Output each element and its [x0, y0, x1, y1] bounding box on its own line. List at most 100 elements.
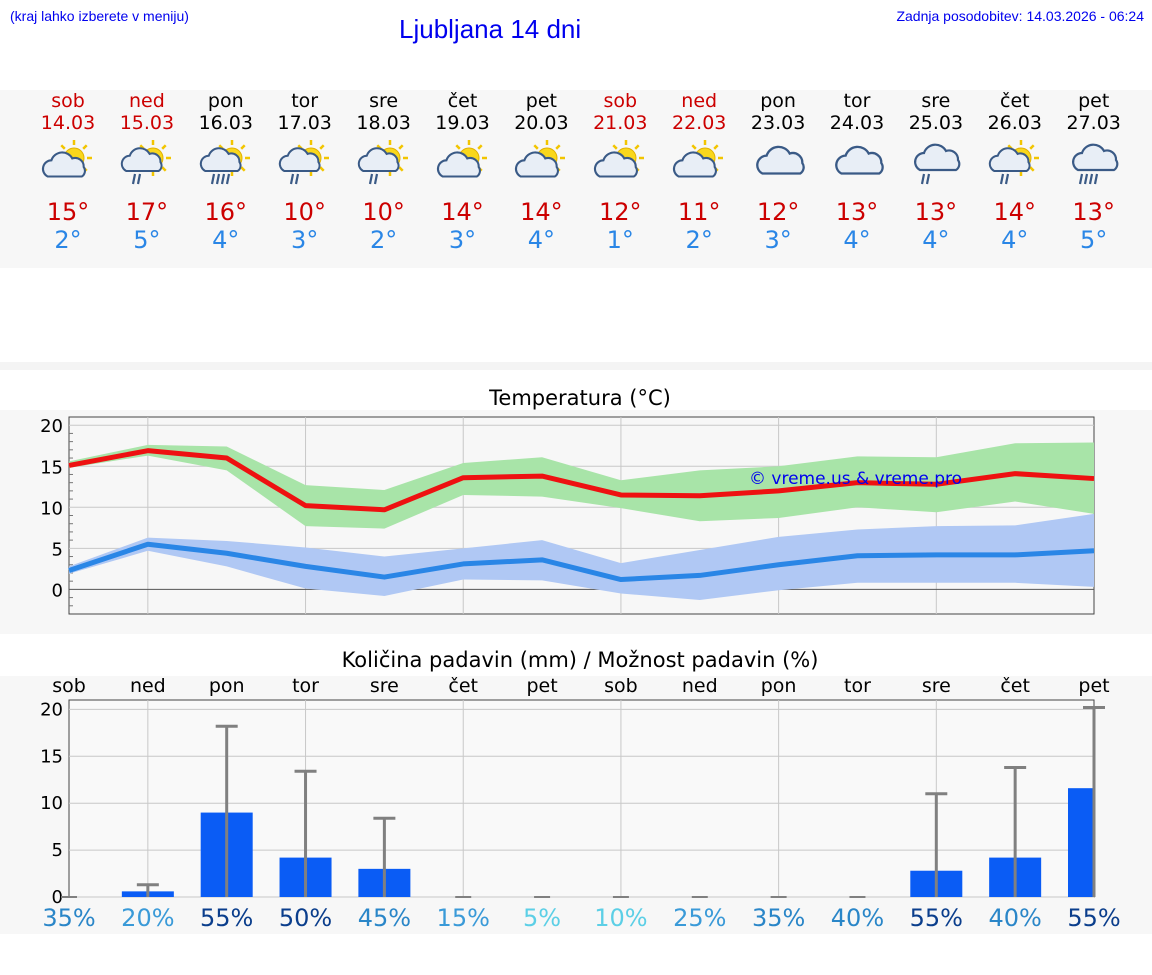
- min-temperature: 2°: [369, 226, 398, 254]
- y-tick-label: 0: [52, 887, 63, 908]
- day-date: 19.03: [435, 112, 490, 134]
- max-temperature: 12°: [756, 198, 800, 226]
- precipitation-probability: 5%: [523, 904, 561, 932]
- max-temperature: 15°: [46, 198, 90, 226]
- day-column: sob 21.03 12° 1°: [570, 90, 670, 254]
- y-tick-label: 15: [40, 457, 63, 478]
- max-temperature: 14°: [441, 198, 484, 226]
- min-temperature: 1°: [606, 226, 634, 254]
- day-name: čet: [1000, 90, 1030, 112]
- precipitation-probability: 55%: [1067, 904, 1120, 932]
- day-label: čet: [1000, 675, 1030, 697]
- day-name: sob: [51, 90, 85, 112]
- last-updated: Zadnja posodobitev: 14.03.2026 - 06:24: [896, 8, 1144, 24]
- day-label: sob: [52, 675, 86, 697]
- day-label: ned: [682, 675, 718, 697]
- day-name: čet: [447, 90, 478, 112]
- day-column: tor 17.03 10° 3°: [255, 90, 355, 254]
- day-column: sob 14.03 15° 2°: [18, 90, 118, 254]
- day-label: tor: [292, 675, 319, 697]
- sun-cloud-rain-icon: [988, 140, 1039, 185]
- y-tick-label: 15: [40, 746, 63, 767]
- day-label: tor: [844, 675, 871, 697]
- sun-cloud-icon: [594, 140, 645, 178]
- day-label: čet: [448, 675, 478, 697]
- day-column: sre 18.03 10° 2°: [334, 90, 434, 254]
- day-column: sre 25.03 13° 4°: [886, 90, 986, 254]
- day-name: pon: [760, 90, 796, 112]
- max-temperature: 17°: [125, 198, 169, 226]
- temperature-chart-title: Temperatura (°C): [489, 386, 671, 410]
- day-column: ned 22.03 11° 2°: [649, 90, 749, 254]
- min-temperature: 2°: [54, 226, 82, 254]
- min-temperature: 4°: [212, 226, 240, 254]
- precipitation-probability: 45%: [358, 904, 411, 932]
- day-label: ned: [130, 675, 166, 697]
- region-menu-hint[interactable]: (kraj lahko izberete v meniju): [10, 8, 189, 24]
- watermark: © vreme.us & vreme.pro: [749, 469, 962, 489]
- precipitation-probability: 25%: [673, 904, 726, 932]
- day-column: tor 24.03 13° 4°: [807, 90, 907, 254]
- max-temperature: 16°: [204, 198, 248, 226]
- sun-cloud-rain-icon: [278, 140, 329, 185]
- y-tick-label: 0: [52, 580, 63, 601]
- day-label: sob: [604, 675, 638, 697]
- forecast-band: [0, 90, 1152, 268]
- y-tick-label: 20: [40, 699, 63, 720]
- y-tick-label: 10: [40, 793, 63, 814]
- y-tick-label: 10: [40, 498, 63, 519]
- day-date: 25.03: [908, 112, 964, 134]
- precipitation-chart: sob ned pon tor sre čet pet sob ned pon tor sre čet p…: [40, 675, 1121, 932]
- precipitation-probability: 35%: [42, 904, 95, 932]
- day-date: 14.03: [40, 112, 96, 134]
- day-date: 18.03: [356, 112, 411, 134]
- daily-forecast: sob 14.03 15° 2° ned 15.03 17° 5° pon 16…: [0, 90, 1152, 268]
- precipitation-probability: 40%: [988, 904, 1041, 932]
- cloud-icon: [756, 145, 805, 175]
- day-name: sre: [369, 90, 399, 112]
- y-tick-label: 5: [52, 840, 63, 861]
- precipitation-probability: 55%: [910, 904, 963, 932]
- temperature-chart: 20 15 10 5 0 © vreme.us & vreme.pro: [40, 416, 1095, 615]
- precipitation-probability: 50%: [279, 904, 332, 932]
- day-date: 24.03: [829, 112, 885, 134]
- day-name: sob: [603, 90, 638, 112]
- day-label: pon: [761, 675, 797, 697]
- separator-band: [0, 362, 1152, 370]
- day-name: ned: [128, 90, 165, 112]
- min-temperature: 4°: [1001, 226, 1029, 254]
- day-column: pon 23.03 12° 3°: [728, 90, 828, 254]
- max-temperature: 12°: [599, 198, 642, 226]
- precipitation-probability: 40%: [831, 904, 884, 932]
- y-tick-label: 5: [52, 539, 63, 560]
- precipitation-probability: 35%: [752, 904, 805, 932]
- max-temperature: 10°: [283, 198, 326, 226]
- precipitation-probability: 10%: [594, 904, 647, 932]
- max-temperature: 10°: [362, 198, 405, 226]
- max-temperature: 14°: [520, 198, 563, 226]
- day-column: čet 26.03 14° 4°: [965, 90, 1065, 254]
- sun-cloud-icon: [673, 140, 724, 178]
- min-temperature: 4°: [843, 226, 871, 254]
- max-temperature-line: [68, 448, 1095, 513]
- sun-cloud-rain-icon: [120, 140, 171, 185]
- precipitation-probability: 55%: [200, 904, 253, 932]
- day-name: tor: [843, 90, 871, 112]
- min-temperature: 3°: [448, 226, 477, 254]
- cloud-rain-icon: [913, 143, 961, 185]
- sun-cloud-rain-icon: [357, 140, 408, 185]
- day-date: 21.03: [593, 112, 648, 134]
- min-temperature: 4°: [527, 226, 556, 254]
- min-temperature-line: [68, 541, 1095, 583]
- max-temperature: 13°: [914, 198, 958, 226]
- sun-cloud-icon: [515, 140, 566, 178]
- day-column: čet 19.03 14° 3°: [413, 90, 513, 254]
- day-date: 20.03: [514, 112, 569, 134]
- day-date: 22.03: [671, 112, 727, 134]
- day-name: sre: [921, 90, 951, 112]
- day-date: 26.03: [987, 112, 1042, 134]
- min-temperature: 5°: [1080, 226, 1108, 254]
- min-temperature-range: [69, 513, 1094, 601]
- max-temperature: 14°: [993, 198, 1037, 226]
- min-temperature: 3°: [764, 226, 792, 254]
